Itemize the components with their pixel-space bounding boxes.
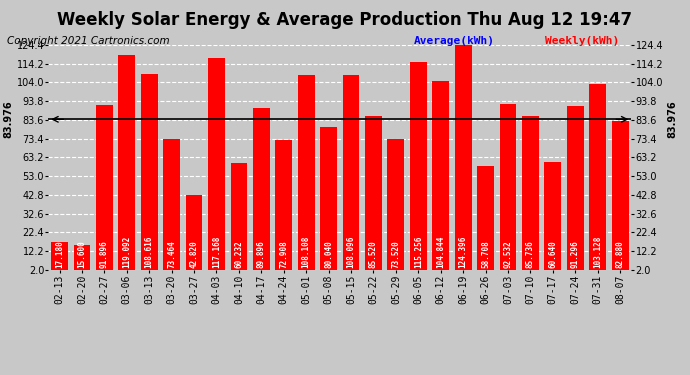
Text: 108.616: 108.616: [145, 236, 154, 268]
Text: 104.844: 104.844: [436, 236, 445, 268]
Bar: [388, 138, 404, 274]
Text: 89.896: 89.896: [257, 240, 266, 268]
Bar: [455, 45, 471, 274]
Text: 92.532: 92.532: [504, 240, 513, 268]
Text: 119.092: 119.092: [122, 236, 131, 268]
Bar: [500, 104, 516, 274]
Text: 103.128: 103.128: [593, 236, 602, 268]
Text: 72.908: 72.908: [279, 240, 288, 268]
Bar: [343, 75, 359, 274]
Bar: [119, 55, 135, 274]
Text: 60.640: 60.640: [549, 240, 558, 268]
Text: 17.180: 17.180: [55, 240, 64, 268]
Text: 80.040: 80.040: [324, 240, 333, 268]
Bar: [567, 106, 584, 274]
Text: 85.736: 85.736: [526, 240, 535, 268]
Bar: [365, 117, 382, 274]
Bar: [298, 75, 315, 274]
Bar: [74, 245, 90, 274]
Bar: [477, 166, 494, 274]
Text: 58.708: 58.708: [481, 240, 490, 268]
Bar: [589, 84, 606, 274]
Bar: [230, 163, 247, 274]
Text: Weekly(kWh): Weekly(kWh): [545, 36, 620, 46]
Bar: [253, 108, 270, 274]
Text: 108.108: 108.108: [302, 236, 310, 268]
Text: 82.880: 82.880: [615, 240, 624, 268]
Text: 91.296: 91.296: [571, 240, 580, 268]
Text: 117.168: 117.168: [212, 236, 221, 268]
Bar: [164, 139, 180, 274]
Bar: [186, 195, 202, 274]
Bar: [51, 242, 68, 274]
Bar: [433, 81, 449, 274]
Text: 83.976: 83.976: [3, 100, 13, 138]
Text: 73.464: 73.464: [167, 240, 176, 268]
Text: 108.096: 108.096: [346, 236, 355, 268]
Bar: [612, 122, 629, 274]
Bar: [410, 62, 426, 274]
Text: 15.600: 15.600: [77, 240, 86, 268]
Text: Copyright 2021 Cartronics.com: Copyright 2021 Cartronics.com: [7, 36, 170, 46]
Text: 124.396: 124.396: [459, 236, 468, 268]
Text: 83.976: 83.976: [668, 100, 678, 138]
Text: 42.820: 42.820: [190, 240, 199, 268]
Bar: [208, 58, 225, 274]
Text: Average(kWh): Average(kWh): [414, 36, 495, 46]
Text: 73.520: 73.520: [391, 240, 400, 268]
Bar: [96, 105, 112, 274]
Text: Weekly Solar Energy & Average Production Thu Aug 12 19:47: Weekly Solar Energy & Average Production…: [57, 11, 633, 29]
Bar: [522, 116, 539, 274]
Bar: [544, 162, 561, 274]
Text: 60.232: 60.232: [235, 240, 244, 268]
Bar: [141, 74, 157, 274]
Text: 91.896: 91.896: [100, 240, 109, 268]
Text: 115.256: 115.256: [414, 236, 423, 268]
Text: 85.520: 85.520: [369, 240, 378, 268]
Bar: [275, 140, 292, 274]
Bar: [320, 126, 337, 274]
